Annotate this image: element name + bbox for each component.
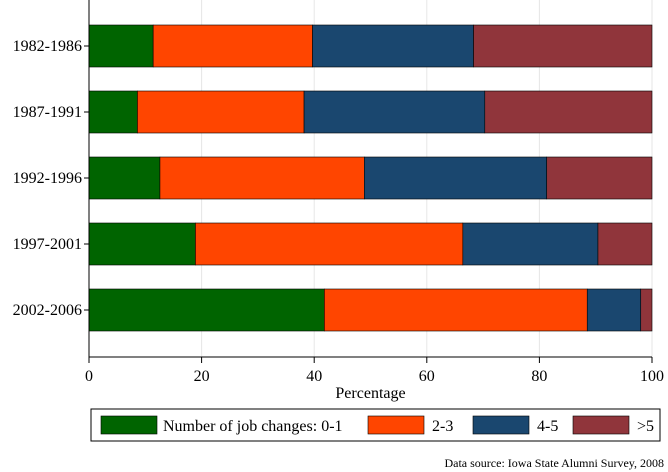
legend-series-name-1: 0-1 xyxy=(317,418,342,435)
legend-swatch-3 xyxy=(472,415,530,435)
x-tick-label-60: 60 xyxy=(419,368,435,385)
bar-1992-1996-series-4 xyxy=(546,156,653,200)
legend-label-3: 4-5 xyxy=(537,418,558,435)
legend-swatch-4 xyxy=(572,415,630,435)
bar-1982-1986-series-2 xyxy=(152,24,313,68)
legend-swatch-2 xyxy=(367,415,425,435)
bar-2002-2006-series-4 xyxy=(640,288,653,332)
bars xyxy=(88,24,653,332)
bar-1987-1991-series-3 xyxy=(303,90,486,134)
x-tick-label-40: 40 xyxy=(306,368,322,385)
bar-1982-1986-series-1 xyxy=(88,24,154,68)
bar-1982-1986-series-4 xyxy=(473,24,653,68)
axes: 1982-19861987-19911992-19961997-20012002… xyxy=(13,0,664,385)
x-tick-label-20: 20 xyxy=(194,368,210,385)
legend: Number of job changes: 0-1 2-3 4-5 >5 xyxy=(90,408,661,442)
bar-1987-1991-series-2 xyxy=(137,90,305,134)
legend-title: Number of job changes: xyxy=(163,418,317,435)
bar-2002-2006-series-3 xyxy=(586,288,642,332)
source-note: Data source: Iowa State Alumni Survey, 2… xyxy=(444,456,664,470)
y-tick-label-1992-1996: 1992-1996 xyxy=(13,170,82,187)
x-tick-label-0: 0 xyxy=(85,368,93,385)
bar-1992-1996-series-2 xyxy=(159,156,365,200)
bar-1992-1996-series-1 xyxy=(88,156,161,200)
bar-1997-2001-series-3 xyxy=(462,222,599,266)
bar-1992-1996-series-3 xyxy=(364,156,548,200)
x-tick-label-100: 100 xyxy=(640,368,664,385)
bar-1997-2001-series-1 xyxy=(88,222,196,266)
legend-label-4: >5 xyxy=(637,418,654,435)
bar-1982-1986-series-3 xyxy=(312,24,474,68)
y-tick-label-2002-2006: 2002-2006 xyxy=(13,302,82,319)
bar-1997-2001-series-4 xyxy=(597,222,653,266)
legend-swatch-1 xyxy=(100,415,158,435)
bar-1987-1991-series-1 xyxy=(88,90,138,134)
y-tick-label-1997-2001: 1997-2001 xyxy=(13,236,82,253)
x-tick-label-80: 80 xyxy=(531,368,547,385)
y-tick-label-1982-1986: 1982-1986 xyxy=(13,38,82,55)
bar-1987-1991-series-4 xyxy=(484,90,653,134)
bar-2002-2006-series-1 xyxy=(88,288,325,332)
y-tick-label-1987-1991: 1987-1991 xyxy=(13,104,82,121)
legend-label-2: 2-3 xyxy=(432,418,453,435)
x-axis-title: Percentage xyxy=(335,385,405,402)
legend-label-1: Number of job changes: 0-1 xyxy=(163,418,343,435)
bar-2002-2006-series-2 xyxy=(324,288,588,332)
bar-1997-2001-series-2 xyxy=(195,222,464,266)
